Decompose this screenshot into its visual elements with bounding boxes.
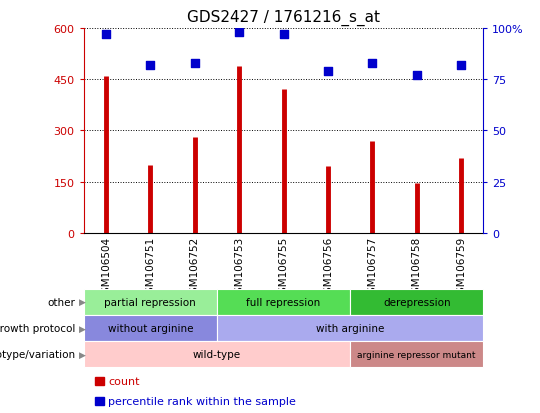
Text: ▶: ▶ xyxy=(79,350,86,358)
Point xyxy=(102,32,110,38)
Text: arginine repressor mutant: arginine repressor mutant xyxy=(357,350,476,358)
Point xyxy=(457,62,465,69)
Point xyxy=(413,73,421,79)
Text: genotype/variation: genotype/variation xyxy=(0,349,76,359)
Text: derepression: derepression xyxy=(383,297,450,307)
Text: count: count xyxy=(108,376,139,386)
Text: percentile rank within the sample: percentile rank within the sample xyxy=(108,396,296,406)
Point xyxy=(235,30,244,36)
Text: with arginine: with arginine xyxy=(316,323,384,333)
Text: ▶: ▶ xyxy=(79,324,86,332)
Text: growth protocol: growth protocol xyxy=(0,323,76,333)
Title: GDS2427 / 1761216_s_at: GDS2427 / 1761216_s_at xyxy=(187,10,380,26)
Point xyxy=(368,60,376,67)
Text: partial repression: partial repression xyxy=(104,297,196,307)
Text: full repression: full repression xyxy=(246,297,321,307)
Text: wild-type: wild-type xyxy=(193,349,241,359)
Point xyxy=(323,69,332,75)
Text: other: other xyxy=(48,297,76,307)
Point xyxy=(191,60,199,67)
Text: ▶: ▶ xyxy=(79,298,86,306)
Point xyxy=(146,62,154,69)
Point xyxy=(279,32,288,38)
Text: without arginine: without arginine xyxy=(107,323,193,333)
